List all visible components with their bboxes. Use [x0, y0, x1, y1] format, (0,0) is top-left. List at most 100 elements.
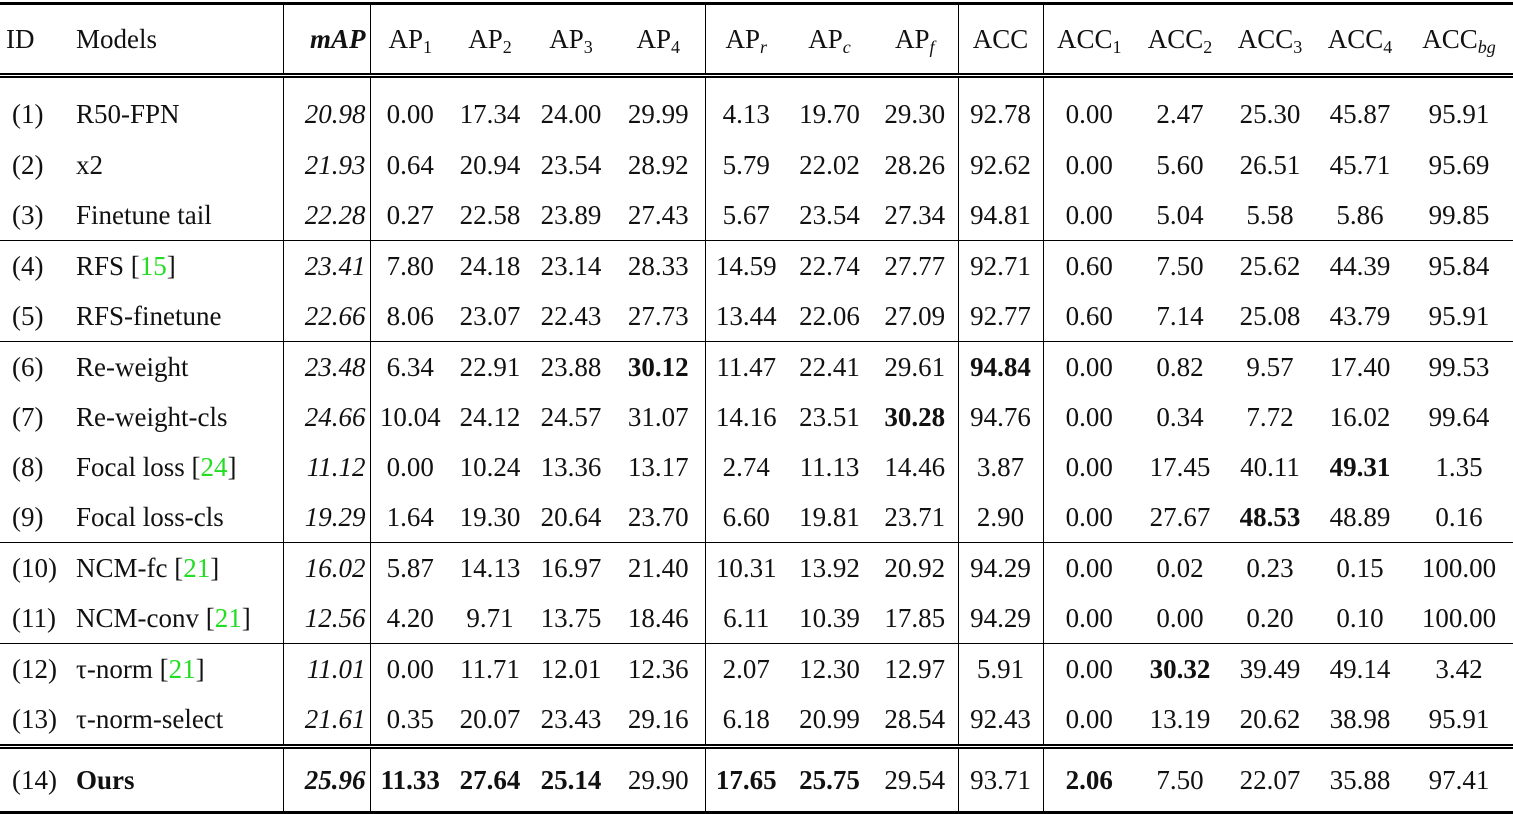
row-id: (3): [12, 199, 44, 230]
value-cell-ap2: 10.24: [459, 451, 521, 482]
table-row: (10) NCM-fc [21] 16.02 5.87 14.13 16.97 21.40 1…: [0, 542, 1513, 593]
value-cell-accbg: 95.84: [1405, 240, 1513, 291]
value-cell-apf: 30.28: [884, 401, 946, 432]
header-subscript: 2: [502, 36, 512, 57]
row-id: (5): [12, 300, 44, 331]
value-cell-map: 23.48: [282, 341, 370, 392]
value-cell-acc: 2.90: [957, 492, 1043, 543]
value-cell-ap2: 24.18: [450, 240, 530, 291]
value-cell-apc: 20.99: [799, 703, 860, 734]
value-cell-apr: 6.60: [704, 492, 787, 543]
value-cell-accbg: 99.85: [1428, 199, 1490, 230]
value-cell-apr: 5.79: [704, 140, 787, 190]
value-cell-acc: 92.43: [957, 694, 1043, 747]
model-name-cell: RFS [15]: [68, 240, 283, 291]
row-id: (9): [12, 501, 44, 532]
header-subscript: bg: [1477, 36, 1496, 57]
value-cell-accbg: 0.16: [1435, 501, 1483, 532]
model-name: NCM-conv: [76, 602, 199, 633]
value-cell-ap1: 6.34: [369, 341, 450, 392]
value-cell-acc4: 45.87: [1329, 98, 1391, 129]
citation-link[interactable]: 21: [168, 653, 196, 684]
value-cell-acc3: 7.72: [1246, 401, 1294, 432]
value-cell-acc1: 0.00: [1042, 341, 1135, 392]
value-cell-ap3: 13.75: [540, 602, 602, 633]
value-cell-ap1: 10.04: [369, 392, 450, 442]
header-apr: APr: [704, 3, 787, 78]
row-id: (4): [0, 240, 68, 291]
value-cell-apr: 2.74: [704, 442, 787, 492]
value-cell-acc4: 35.88: [1315, 744, 1405, 814]
model-name-cell: Re-weight: [68, 341, 283, 392]
value-cell-acc2: 7.14: [1156, 300, 1204, 331]
value-cell-acc2: 0.82: [1135, 341, 1225, 392]
model-name-cell: x2: [68, 140, 283, 190]
value-cell-ap4: 13.17: [627, 451, 689, 482]
header-acc2: ACC2: [1135, 3, 1225, 78]
citation-bracket: [: [152, 653, 169, 684]
header-label: mAP: [309, 23, 366, 54]
header-map: mAP: [282, 3, 370, 78]
value-cell-map: 16.02: [282, 542, 370, 593]
value-cell-accbg: 95.91: [1428, 703, 1490, 734]
value-cell-acc1: 0.00: [1042, 392, 1135, 442]
value-cell-ap3: 12.01: [530, 643, 612, 694]
value-cell-ap2: 20.07: [459, 703, 521, 734]
value-cell-acc4: 43.79: [1329, 300, 1391, 331]
value-cell-acc: 5.91: [957, 643, 1043, 694]
value-cell-ap2: 22.58: [459, 199, 521, 230]
value-cell-apr: 14.59: [704, 240, 787, 291]
value-cell-ap4: 29.99: [627, 98, 689, 129]
value-cell-ap2: 19.30: [459, 501, 521, 532]
value-cell-accbg: 99.53: [1405, 341, 1513, 392]
value-cell-map: 11.01: [282, 643, 370, 694]
value-cell-map: 23.41: [282, 240, 370, 291]
value-cell-ap2: 17.34: [459, 98, 521, 129]
header-subscript: 3: [1293, 36, 1303, 57]
row-id: (14): [0, 744, 68, 814]
citation-link[interactable]: 21: [183, 552, 211, 583]
header-ap4: AP4: [612, 3, 705, 78]
citation-bracket: [: [124, 250, 140, 281]
header-subscript: 1: [423, 36, 432, 57]
value-cell-acc1: 0.00: [1042, 643, 1135, 694]
value-cell-ap1: 4.20: [369, 593, 450, 644]
table-row: (12) τ-norm [21] 11.01 0.00 11.71 12.01 12.36 2…: [0, 643, 1513, 694]
value-cell-acc2: 7.50: [1135, 240, 1225, 291]
model-name: τ-norm-select: [76, 703, 224, 734]
value-cell-apc: 22.06: [799, 300, 860, 331]
citation-link[interactable]: 24: [200, 451, 228, 482]
value-cell-ap2: 23.07: [459, 300, 521, 331]
table-row: (14) Ours 25.96 11.33 27.64 25.14 29.90 17.65 25…: [0, 744, 1513, 814]
value-cell-acc1: 0.00: [1042, 75, 1135, 140]
value-cell-map: 11.12: [282, 442, 370, 492]
value-cell-ap1: 0.27: [369, 190, 450, 241]
header-label: ACC: [972, 23, 1029, 54]
value-cell-acc3: 25.30: [1239, 98, 1301, 129]
header-acc1: ACC1: [1042, 3, 1135, 78]
value-cell-ap2: 22.91: [450, 341, 530, 392]
model-name-cell: τ-norm [21]: [68, 643, 283, 694]
value-cell-acc: 94.29: [957, 593, 1043, 644]
table-row: (9) Focal loss-cls 19.29 1.64 19.30 20.64 23.7…: [0, 492, 1513, 543]
citation-link[interactable]: 15: [139, 250, 167, 281]
value-cell-acc3: 26.51: [1239, 149, 1301, 180]
value-cell-ap4: 28.92: [627, 149, 689, 180]
value-cell-acc2: 0.34: [1156, 401, 1204, 432]
table-header: ID Models mAP AP1 AP2 AP3 AP4 APr APc APf ACC ACC…: [0, 3, 1513, 78]
value-cell-acc: 92.62: [957, 140, 1043, 190]
value-cell-accbg: 100.00: [1421, 602, 1497, 633]
citation-link[interactable]: 21: [214, 602, 242, 633]
row-id: (8): [12, 451, 44, 482]
value-cell-ap3: 24.00: [540, 98, 602, 129]
header-accbg: ACCbg: [1405, 3, 1513, 78]
table-body: (1) R50-FPN 20.98 0.00 17.34 24.00 29.99 4.13 19…: [0, 75, 1513, 814]
value-cell-acc3: 20.62: [1239, 703, 1301, 734]
value-cell-acc3: 25.08: [1239, 300, 1301, 331]
value-cell-apr: 6.11: [704, 593, 787, 644]
row-id: (7): [12, 401, 44, 432]
model-name: Ours: [76, 764, 135, 795]
value-cell-acc2: 30.32: [1135, 643, 1225, 694]
header-label: AP: [388, 23, 423, 54]
value-cell-ap3: 13.36: [540, 451, 602, 482]
